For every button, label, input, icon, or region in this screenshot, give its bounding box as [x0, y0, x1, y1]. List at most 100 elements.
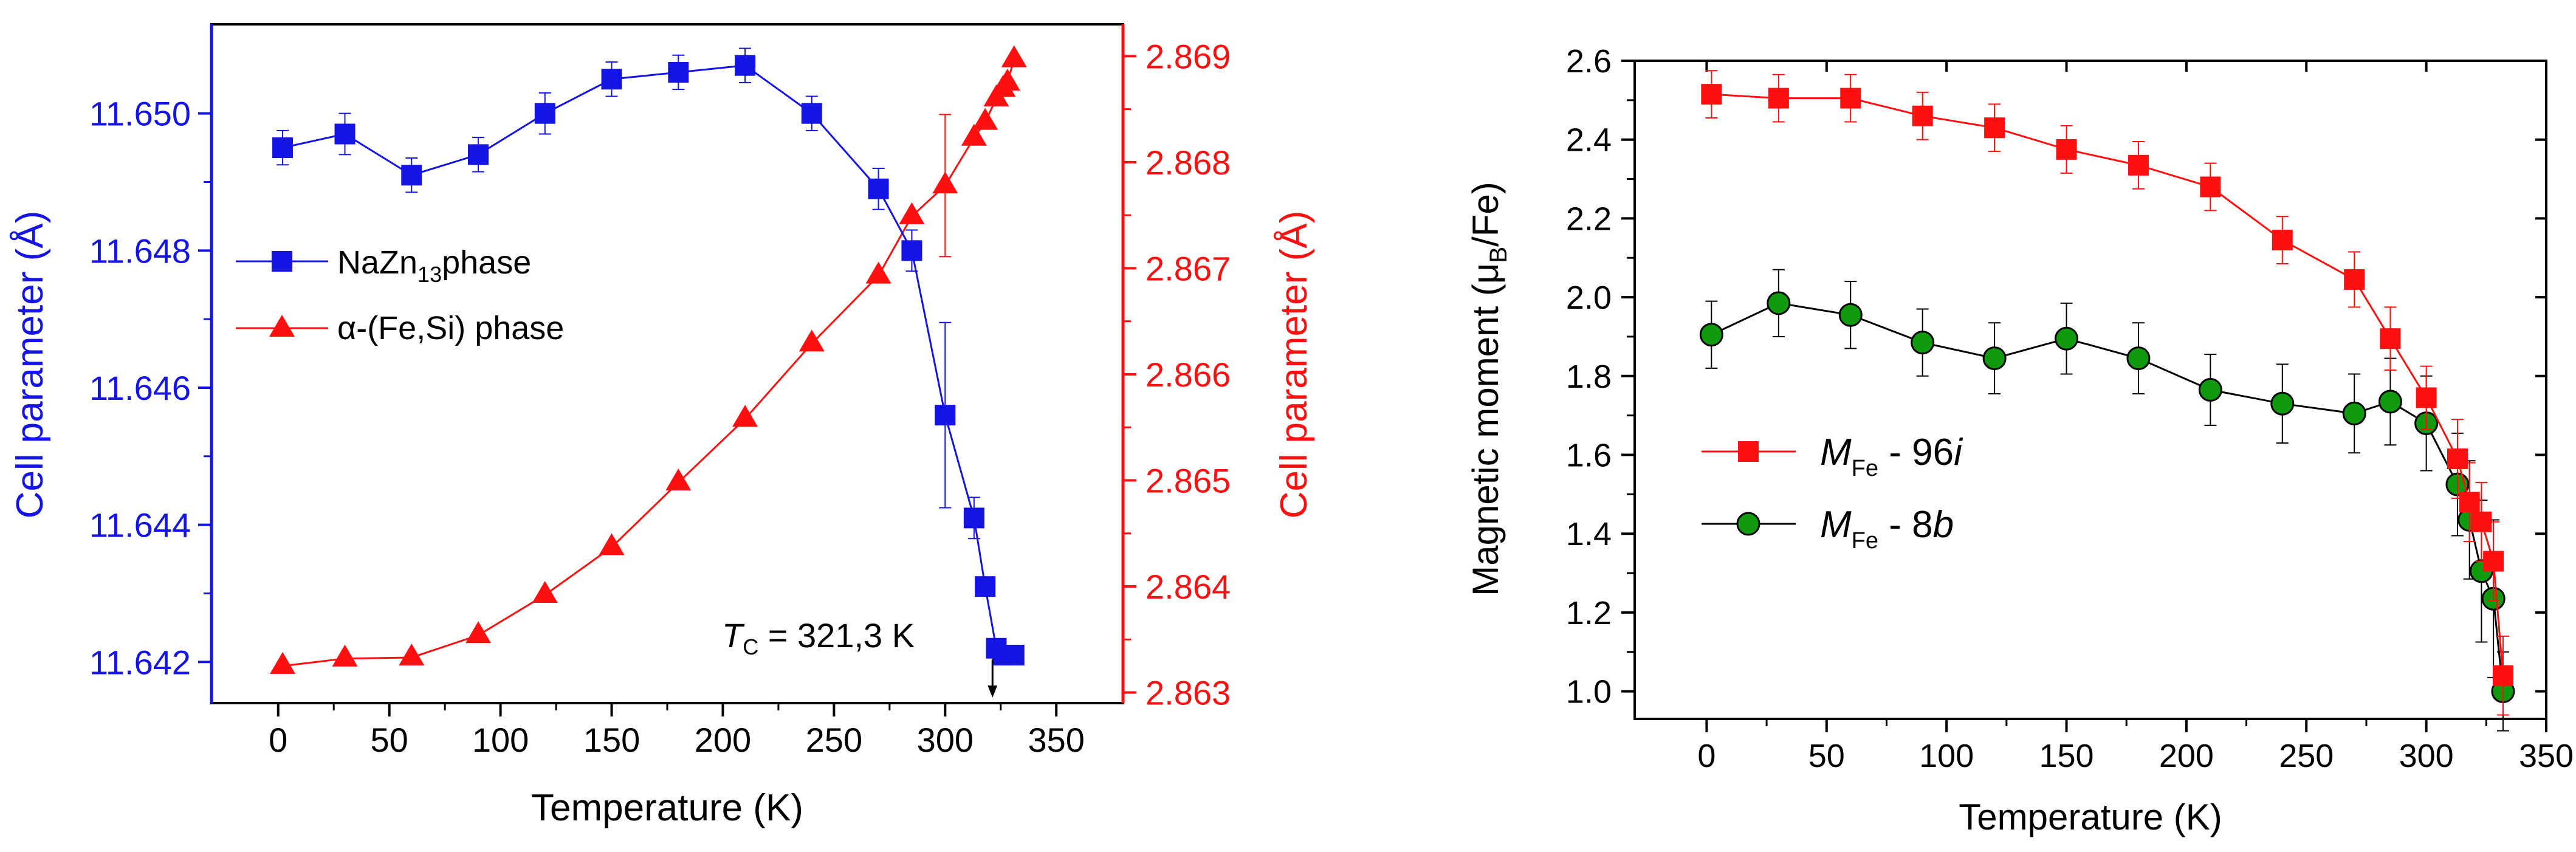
chart2-legend-marker-8b	[1736, 512, 1760, 536]
chart1-x-ticks: 0 50 100 150 200 250 300 350	[269, 703, 1085, 759]
moment-96i-point	[1840, 88, 1861, 109]
alpha-fesi-point	[532, 580, 558, 603]
nazn13-point	[901, 240, 922, 261]
left-y-tick-label: 11.644	[89, 506, 191, 545]
nazn13-point	[935, 405, 956, 426]
y-tick-label: 1.6	[1566, 438, 1612, 474]
moment-96i-point	[1984, 117, 2005, 139]
chart1-tc-annotation: TC = 321,3 K	[722, 616, 998, 698]
chart1-legend-marker-nazn13	[272, 251, 292, 272]
alpha-fesi-point	[599, 533, 625, 555]
moment-96i-point	[2128, 154, 2149, 176]
y-tick-label: 1.8	[1566, 359, 1612, 395]
alpha-fesi-point	[972, 108, 998, 130]
moment-8b-line	[1711, 302, 2504, 692]
alpha-fesi-point	[865, 261, 891, 284]
chart2-y-axis-label: Magnetic moment (μB/Fe)	[1465, 182, 1512, 596]
x-tick-label: 200	[695, 721, 751, 759]
x-tick-label: 300	[2399, 738, 2454, 774]
chart2-plot-frame	[1633, 60, 2547, 720]
chart2-legend: MFe - 96i MFe - 8b	[1702, 431, 1963, 554]
alpha-fesi-point	[332, 644, 358, 667]
alpha-fesi-point	[799, 329, 825, 352]
left-y-tick-label: 11.642	[89, 643, 191, 681]
alpha-fesi-point	[1001, 45, 1027, 67]
x-tick-label: 200	[2159, 738, 2214, 774]
y-tick-label: 2.4	[1566, 122, 1612, 159]
x-tick-label: 50	[1808, 738, 1845, 774]
moment-96i-point	[2483, 551, 2504, 572]
moment-8b-point	[1911, 331, 1935, 355]
alpha-fesi-point	[961, 123, 987, 146]
chart1-series-nazn13	[272, 47, 1025, 666]
chart2-x-ticks: 0 50 100 150 200 250 300 350	[1697, 719, 2574, 774]
moment-96i-point	[2200, 176, 2221, 198]
moment-96i-point	[2492, 665, 2513, 686]
nazn13-point	[401, 165, 422, 186]
moment-8b-point	[1699, 323, 1723, 347]
y-tick-label: 2.6	[1566, 43, 1612, 80]
x-tick-label: 350	[1028, 721, 1085, 759]
right-y-tick-label: 2.868	[1145, 143, 1231, 182]
y-tick-label: 1.0	[1566, 674, 1612, 710]
chart1-tc-label: TC = 321,3 K	[722, 616, 915, 659]
alpha-fesi-line	[282, 59, 1015, 667]
nazn13-point	[272, 137, 294, 159]
moment-8b-point	[2342, 401, 2366, 425]
moment-96i-point	[2459, 492, 2480, 513]
right-y-tick-label: 2.866	[1145, 356, 1231, 394]
chart-magnetic-moment: 0 50 100 150 200 250 300 350 1.0 1.2 1.4 1.6 1.8 2.0…	[1465, 43, 2574, 837]
moment-8b-point	[2270, 391, 2295, 416]
chart1-x-axis-label: Temperature (K)	[531, 787, 803, 829]
alpha-fesi-point	[399, 643, 425, 665]
chart2-legend-label-96i: MFe - 96i	[1820, 431, 1963, 481]
nazn13-point	[1003, 645, 1025, 666]
alpha-fesi-point	[665, 468, 692, 490]
moment-96i-point	[2056, 139, 2077, 160]
nazn13-line	[282, 64, 1014, 656]
moment-8b-point	[2126, 346, 2151, 371]
nazn13-point	[534, 103, 555, 124]
moment-96i-point	[1768, 88, 1789, 109]
alpha-fesi-point	[465, 621, 492, 644]
moment-8b-point	[2378, 390, 2402, 414]
moment-96i-point	[2344, 269, 2365, 290]
nazn13-point	[668, 61, 689, 83]
alpha-fesi-point	[899, 202, 925, 224]
moment-96i-point	[2447, 448, 2468, 469]
nazn13-point	[334, 123, 355, 145]
x-tick-label: 50	[371, 721, 408, 759]
left-y-tick-label: 11.648	[89, 232, 191, 270]
x-tick-label: 250	[806, 721, 862, 759]
chart2-legend-label-8b: MFe - 8b	[1820, 504, 1954, 554]
nazn13-point	[735, 55, 756, 76]
left-y-tick-label: 11.650	[89, 95, 191, 133]
right-y-tick-label: 2.867	[1145, 249, 1231, 287]
left-y-tick-label: 11.646	[89, 369, 191, 407]
chart-cell-parameter: 0 50 100 150 200 250 300 350 11.642 11.644 11.646…	[9, 23, 1315, 829]
nazn13-point	[801, 103, 822, 124]
nazn13-point	[868, 178, 889, 199]
right-y-tick-label: 2.865	[1145, 461, 1231, 500]
x-tick-label: 350	[2519, 738, 2574, 774]
y-tick-label: 2.2	[1566, 201, 1612, 237]
moment-96i-line	[1711, 93, 2504, 676]
right-y-tick-label: 2.864	[1145, 568, 1231, 606]
chart1-left-y-axis-label: Cell parameter (Å)	[9, 211, 51, 518]
alpha-fesi-point	[732, 405, 758, 427]
moment-8b-point	[2198, 378, 2222, 402]
alpha-fesi-point	[932, 171, 958, 194]
chart2-y-ticks: 1.0 1.2 1.4 1.6 1.8 2.0 2.2 2.4 2.6	[1566, 43, 2547, 710]
right-y-tick-label: 2.869	[1145, 37, 1231, 75]
chart1-legend: NaZn13phase α-(Fe,Si) phase	[236, 244, 564, 346]
x-tick-label: 150	[583, 721, 640, 759]
chart1-series-alpha-fesi	[270, 45, 1027, 674]
moment-96i-point	[2380, 328, 2401, 349]
chart1-legend-label-nazn13: NaZn13phase	[337, 244, 531, 287]
alpha-fesi-point	[994, 68, 1020, 91]
x-tick-label: 150	[2039, 738, 2093, 774]
moment-8b-point	[1838, 303, 1863, 327]
chart2-x-axis-label: Temperature (K)	[1959, 797, 2222, 837]
moment-96i-point	[2416, 387, 2437, 408]
